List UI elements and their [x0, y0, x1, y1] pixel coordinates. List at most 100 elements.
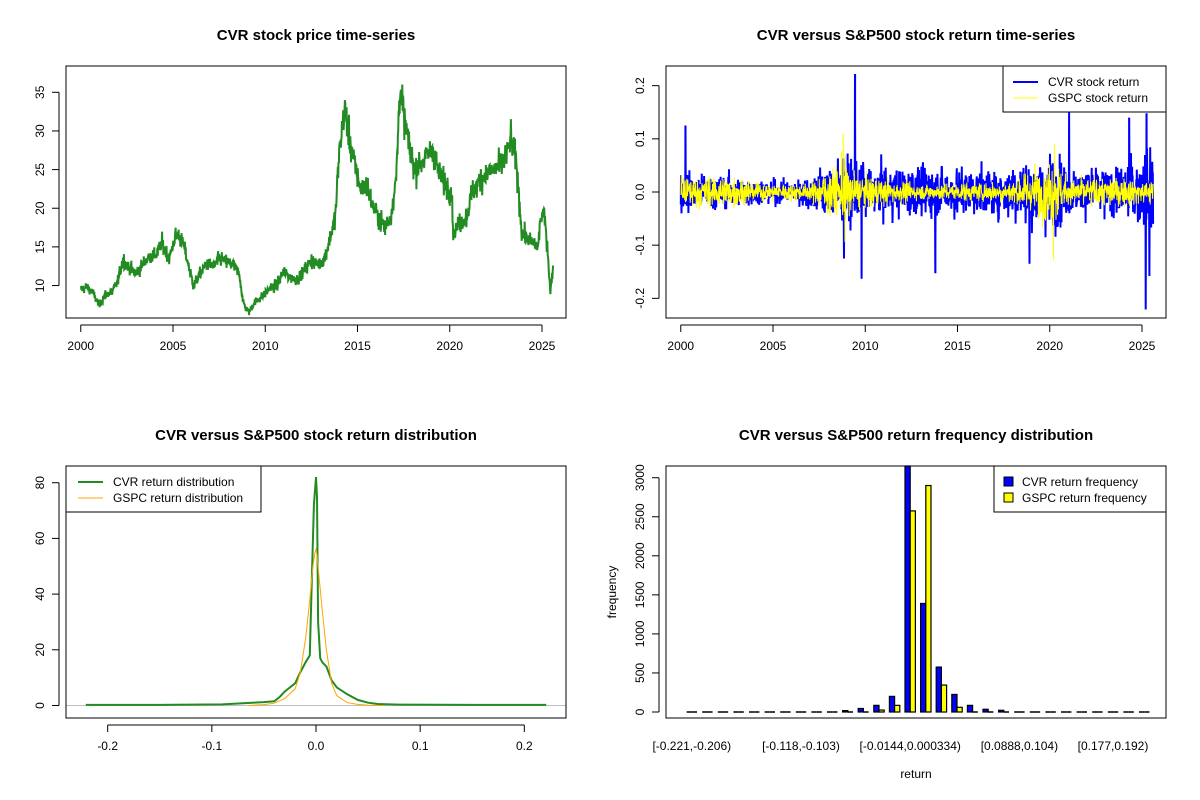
x-tick-label: 2015 [344, 339, 371, 353]
price-line-group [79, 84, 555, 316]
x-tick-label: -0.1 [201, 739, 222, 753]
y-tick-label: 20 [33, 643, 47, 657]
price-line [79, 84, 555, 316]
histogram-bar [966, 704, 974, 713]
x-tick-label: 0.2 [516, 739, 533, 753]
legend-label: GSPC return frequency [1022, 491, 1147, 505]
x-tick-label: [-0.118,-0.103) [762, 739, 840, 753]
axes: 0 500 1000 1500 2000 2500 3000 [633, 464, 660, 715]
y-tick-label: 1000 [633, 620, 647, 647]
histogram-bar [893, 704, 901, 713]
x-tick-label: 2025 [1129, 339, 1156, 353]
legend-label: CVR return distribution [113, 475, 234, 489]
x-tick-label: 2010 [252, 339, 279, 353]
histogram-bar [982, 708, 989, 713]
legend-label: GSPC return distribution [113, 491, 243, 505]
x-tick-label: 0.1 [412, 739, 429, 753]
y-tick-label: -0.2 [633, 288, 647, 309]
histogram-bar [925, 484, 932, 713]
y-tick-label: 0 [633, 708, 647, 715]
legend: CVR return distribution GSPC return dist… [65, 465, 262, 513]
density-line-group [66, 477, 566, 706]
y-tick-label: 20 [33, 201, 47, 215]
x-tick-label: 2010 [852, 339, 879, 353]
panel-price: CVR stock price time-series 2000 2005 2010… [33, 27, 567, 353]
legend-box [65, 465, 262, 513]
plot-frame [65, 465, 567, 719]
y-tick-label: 35 [33, 85, 47, 99]
panel-returns: CVR versus S&P500 stock return time-seri… [633, 27, 1167, 353]
histogram-bar [841, 709, 849, 713]
x-tick-label: 2025 [529, 339, 556, 353]
plot-frame [665, 65, 1167, 319]
y-tick-label: 500 [633, 663, 647, 683]
histogram-bar [873, 704, 880, 713]
x-tick-label: 0.0 [308, 739, 325, 753]
y-tick-label: 40 [33, 587, 47, 601]
panel-density: CVR versus S&P500 stock return distribut… [33, 427, 567, 753]
legend-box [993, 465, 1167, 513]
x-tick-label: [0.177,0.192) [1078, 739, 1149, 753]
histogram-bar [940, 684, 948, 713]
x-tick-label: [0.0888,0.104) [981, 739, 1058, 753]
plot-frame [665, 465, 1167, 719]
x-tick-label: 2005 [160, 339, 187, 353]
histogram-bar-group: [-0.221,-0.206) [-0.118,-0.103) [-0.0144,0… [652, 465, 1150, 753]
legend-label: CVR return frequency [1022, 475, 1138, 489]
y-tick-label: 60 [33, 531, 47, 545]
histogram-bar [956, 706, 963, 713]
y-tick-label: 3000 [633, 464, 647, 491]
gspc-return-line [680, 133, 1154, 260]
y-tick-label: 0.2 [633, 77, 647, 94]
histogram-bar [951, 693, 958, 713]
returns-line-group [679, 73, 1155, 310]
y-tick-label: 30 [33, 124, 47, 138]
y-tick-label: 0.0 [633, 183, 647, 200]
x-tick-label: [-0.0144,0.000334) [859, 739, 960, 753]
legend: CVR stock return GSPC stock return [1002, 65, 1167, 113]
panel-histogram: CVR versus S&P500 return frequency distr… [605, 427, 1167, 781]
legend-swatch-gspc [1003, 492, 1014, 503]
legend-label: CVR stock return [1048, 75, 1139, 89]
histogram-bar [997, 709, 1005, 713]
y-tick-label: -0.1 [633, 235, 647, 256]
axes: 2000 2005 2010 2015 2020 2025 -0.2 -0.1 0.0 0.1 0.… [633, 77, 1156, 353]
x-tick-label: 2015 [944, 339, 971, 353]
histogram-bar [857, 707, 865, 713]
y-tick-label: 10 [33, 279, 47, 293]
x-tick-label: 2000 [667, 339, 694, 353]
histogram-bar [904, 465, 911, 713]
axes: -0.2 -0.1 0.0 0.1 0.2 0 20 40 60 80 [33, 476, 533, 753]
y-axis-label: frequency [605, 566, 619, 619]
y-tick-label: 15 [33, 240, 47, 254]
histogram-bar [878, 709, 885, 713]
y-tick-label: 2500 [633, 503, 647, 530]
histogram-bar [919, 602, 927, 713]
histogram-bar [935, 666, 943, 713]
gspc-density-line [248, 547, 384, 706]
legend-box [1002, 65, 1167, 113]
chart-title: CVR stock price time-series [217, 27, 415, 44]
legend-swatch-cvr [1003, 476, 1014, 487]
cvr-density-line [85, 477, 547, 706]
x-tick-label: 2020 [436, 339, 463, 353]
y-tick-label: 2000 [633, 542, 647, 569]
chart-title: CVR versus S&P500 stock return time-seri… [757, 27, 1075, 44]
chart-title: CVR versus S&P500 return frequency distr… [739, 427, 1093, 444]
y-tick-label: 80 [33, 476, 47, 490]
y-tick-label: 1500 [633, 581, 647, 608]
chart-title: CVR versus S&P500 stock return distribut… [155, 427, 477, 444]
y-tick-label: 25 [33, 163, 47, 177]
x-tick-label: 2020 [1036, 339, 1063, 353]
y-tick-label: 0.1 [633, 130, 647, 147]
plot-frame [65, 65, 567, 319]
x-tick-label: [-0.221,-0.206) [652, 739, 731, 753]
y-tick-label: 0 [33, 702, 47, 709]
x-tick-label: -0.2 [97, 739, 118, 753]
x-tick-label: 2000 [67, 339, 94, 353]
histogram-bar [888, 695, 896, 713]
x-axis-label: return [900, 767, 931, 781]
histogram-bar [909, 510, 917, 713]
legend-label: GSPC stock return [1048, 91, 1148, 105]
